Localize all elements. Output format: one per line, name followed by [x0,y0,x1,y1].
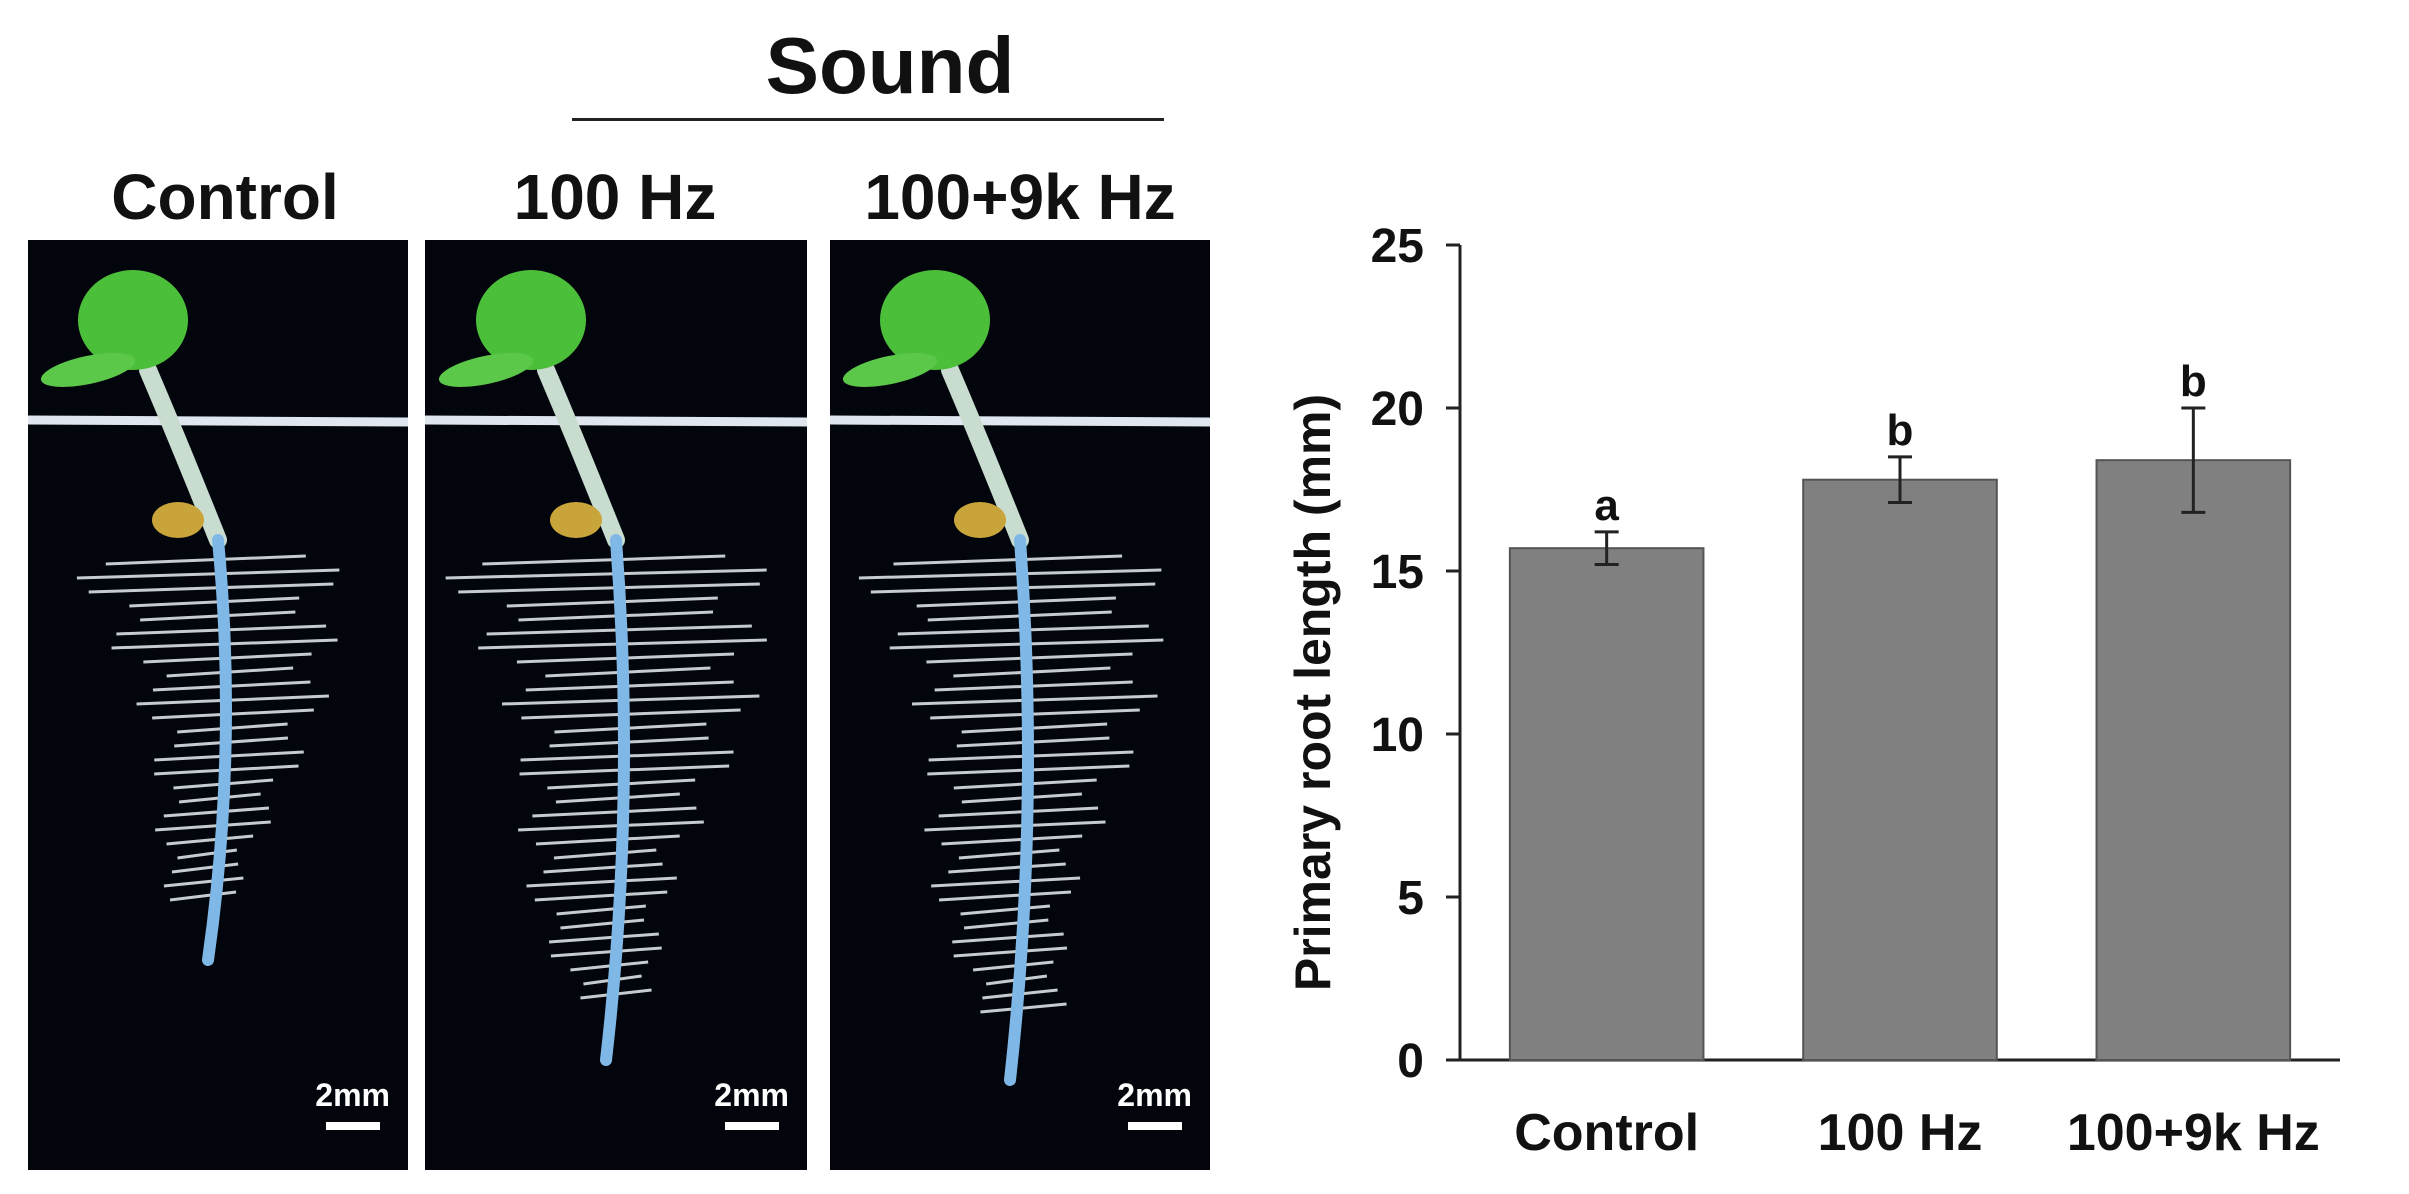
scale-bar-label: 2mm [1117,1077,1192,1113]
y-tick-label: 5 [1397,872,1424,925]
scale-bar-label: 2mm [714,1077,789,1113]
seedling-image [830,270,1210,1086]
hypocotyl [537,361,625,549]
primary-root [202,534,232,966]
seedling-photo-100hz: 2mm [425,240,807,1170]
x-category-label: 100 Hz [1818,1104,1983,1162]
root-length-bar-chart: 0 5 10 15 20 25 Primary root length (mm) a Contr… [1285,220,2340,1162]
seedling-image [425,270,807,1066]
agar-surface-line [28,415,408,427]
significance-letter: a [1594,481,1619,530]
agar-surface-line [425,415,807,427]
cotyledon [438,353,534,387]
y-axis-label: Primary root length (mm) [1285,394,1341,991]
primary-root [1004,534,1034,1086]
x-category-label: 100+9k Hz [2067,1104,2320,1162]
cotyledon [842,353,938,387]
significance-letter: b [1887,406,1914,455]
panel-label-100-9khz: 100+9k Hz [864,161,1176,233]
cotyledon [476,270,586,370]
seedling-image [28,270,408,966]
seed-coat [152,502,204,538]
bar [1802,478,1998,1062]
y-tick-label: 10 [1371,709,1424,762]
root-hairs [76,554,340,902]
scale-bar [326,1122,380,1130]
scale-bar [1128,1122,1182,1130]
primary-root [600,534,630,1066]
sound-group-label: Sound [765,21,1015,110]
panel-label-control: Control [111,161,339,233]
y-tick-label: 25 [1371,220,1424,273]
x-category-label: Control [1514,1104,1699,1162]
bar [1508,547,1705,1061]
root-hairs [445,554,767,1000]
y-tick-label: 20 [1371,383,1424,436]
sound-group-rule [572,118,1164,121]
bar [2095,459,2292,1062]
panel-label-100hz: 100 Hz [513,161,717,233]
y-tick-label: 0 [1397,1035,1424,1088]
cotyledon [78,270,188,370]
y-tick-label: 15 [1371,546,1424,599]
scale-bar [725,1122,779,1130]
scale-bar-label: 2mm [315,1077,390,1113]
seed-coat [954,502,1006,538]
root-hairs [858,554,1164,1014]
seed-coat [550,502,602,538]
seedling-photo-control: 2mm [28,240,408,1170]
significance-letter: b [2180,357,2207,406]
agar-surface-line [830,415,1210,427]
cotyledon [40,353,136,387]
cotyledon [880,270,990,370]
seedling-photo-100-9khz: 2mm [830,240,1210,1170]
hypocotyl [941,361,1029,549]
hypocotyl [139,361,227,549]
